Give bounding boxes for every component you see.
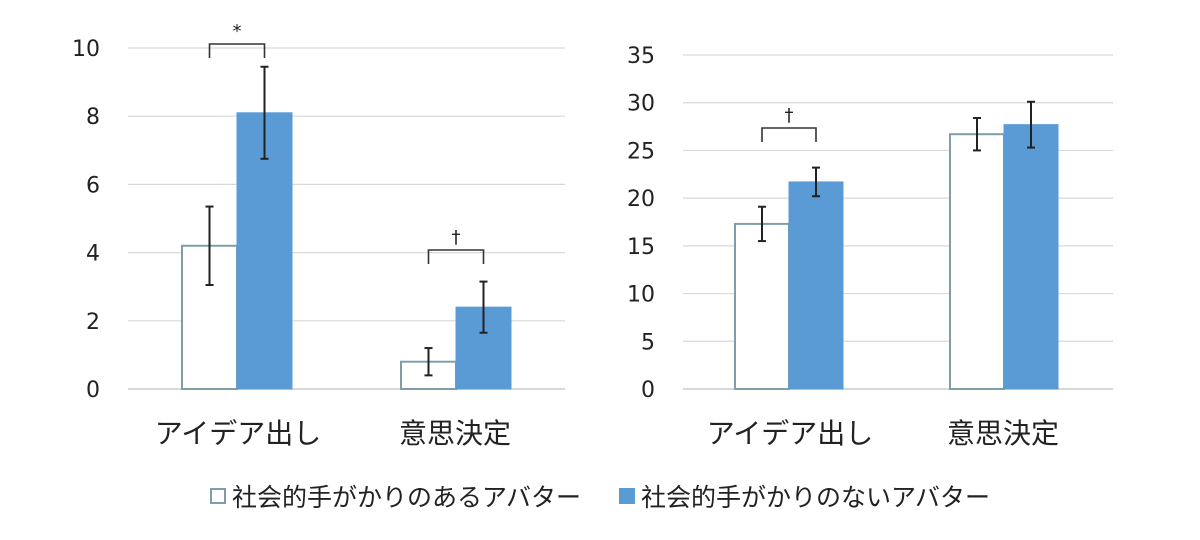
- y-tick-label: 4: [86, 242, 100, 267]
- bar-with-cues: [949, 133, 1005, 390]
- y-tick-label: 10: [627, 283, 655, 308]
- significance-marker: †: [785, 105, 794, 126]
- y-tick-label: 2: [86, 310, 100, 335]
- y-tick-label: 5: [641, 330, 655, 355]
- x-category-label: アイデア出し: [155, 417, 322, 450]
- x-category-label: 意思決定: [947, 417, 1059, 450]
- y-tick-label: 30: [627, 92, 655, 117]
- y-tick-label: 35: [627, 44, 655, 69]
- y-tick-label: 10: [72, 37, 100, 62]
- y-tick-label: 20: [627, 187, 655, 212]
- bar-without-cues: [1003, 124, 1059, 390]
- y-tick-label: 0: [641, 378, 655, 403]
- significance-marker: *: [233, 21, 242, 42]
- legend-swatch-filled-icon: [619, 488, 635, 504]
- bar-with-cues: [734, 222, 790, 390]
- bar-without-cues: [788, 181, 844, 390]
- significance-bracket: [427, 249, 485, 264]
- chart-right: 0 5 10 15 20 25 30 35 アイデア出し 意思決定 †: [627, 44, 1113, 450]
- legend: 社会的手がかりのあるアバター 社会的手がかりのないアバター: [0, 478, 1200, 514]
- y-tick-label: 8: [86, 105, 100, 130]
- legend-item-with-cues: 社会的手がかりのあるアバター: [209, 478, 581, 514]
- y-tick-label: 25: [627, 139, 655, 164]
- y-tick-label: 0: [86, 378, 100, 403]
- significance-bracket: [761, 127, 817, 142]
- y-tick-label: 6: [86, 173, 100, 198]
- legend-label-with-cues: 社会的手がかりのあるアバター: [231, 483, 581, 512]
- x-category-label: 意思決定: [399, 417, 511, 450]
- legend-item-without-cues: 社会的手がかりのないアバター: [619, 478, 990, 514]
- chart-left: 0 2 4 6 8 10 アイデア出し 意思決定 * †: [72, 21, 565, 450]
- x-category-label: アイデア出し: [707, 417, 874, 450]
- significance-bracket: [208, 43, 266, 58]
- significance-marker: †: [452, 227, 461, 248]
- legend-label-without-cues: 社会的手がかりのないアバター: [641, 483, 991, 512]
- legend-swatch-outlined-icon: [209, 488, 226, 504]
- y-tick-label: 15: [627, 235, 655, 260]
